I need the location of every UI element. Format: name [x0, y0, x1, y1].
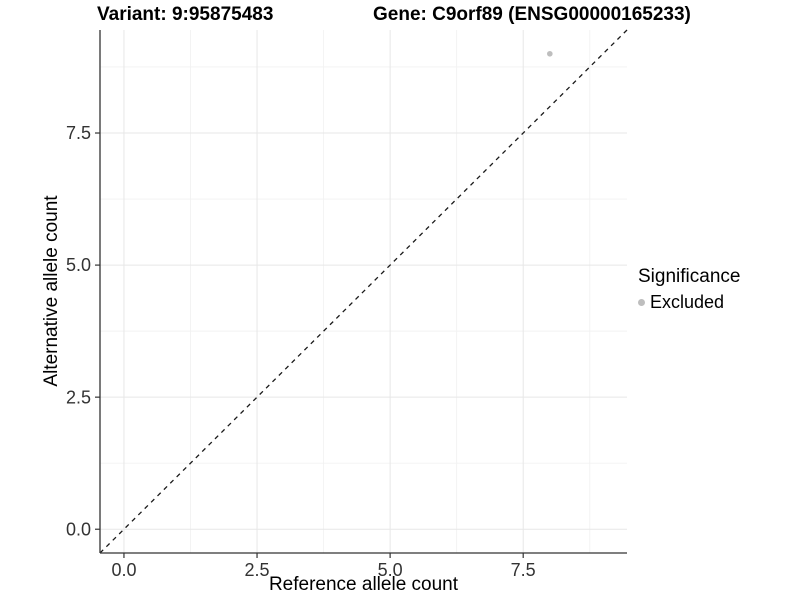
data-point — [547, 50, 553, 57]
legend-title: Significance — [638, 266, 741, 287]
y-axis-title: Alternative allele count — [41, 195, 62, 387]
legend-item-label: Excluded — [650, 292, 725, 312]
x-tick-label: 7.5 — [511, 560, 536, 580]
y-tick-label: 0.0 — [66, 519, 91, 539]
legend-item-excluded: Excluded — [638, 292, 740, 313]
y-tick-label: 2.5 — [66, 387, 91, 407]
x-tick-label: 5.0 — [378, 560, 403, 580]
plot-title-variant: Variant: 9:95875483 — [97, 4, 274, 25]
identity-line — [99, 29, 628, 554]
x-axis-title: Reference allele count — [268, 574, 459, 595]
x-tick-label: 0.0 — [111, 560, 136, 580]
legend-key-dot-icon — [638, 299, 645, 306]
x-tick-label: 2.5 — [245, 560, 270, 580]
plot-title-gene: Gene: C9orf89 (ENSG00000165233) — [373, 4, 691, 25]
legend: Significance Excluded — [638, 266, 740, 313]
y-tick-label: 5.0 — [66, 255, 91, 275]
y-tick-label: 7.5 — [66, 123, 91, 143]
